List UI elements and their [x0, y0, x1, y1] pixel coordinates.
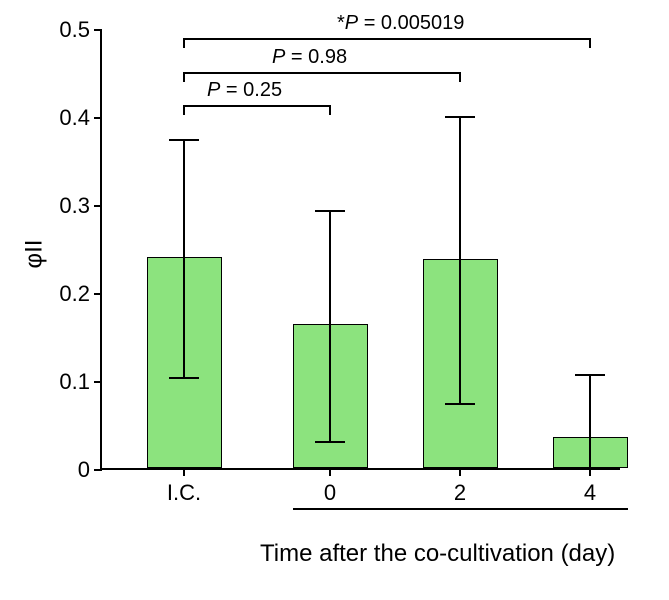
significance-line — [184, 105, 330, 107]
y-tick-label: 0.3 — [30, 193, 90, 219]
x-tick — [183, 468, 185, 476]
y-tick-label: 0.4 — [30, 105, 90, 131]
significance-label: P = 0.25 — [207, 79, 282, 102]
significance-line — [184, 72, 460, 74]
plot-area: 00.10.20.30.40.5I.C.024P = 0.25P = 0.98*… — [100, 30, 620, 470]
y-tick-label: 0.2 — [30, 281, 90, 307]
x-tick-label: 2 — [454, 480, 466, 506]
y-tick — [94, 29, 102, 31]
significance-label: P = 0.98 — [272, 46, 347, 69]
error-cap-upper — [445, 116, 475, 118]
error-cap-upper — [315, 210, 345, 212]
error-bar — [589, 375, 591, 470]
x-tick — [329, 468, 331, 476]
y-tick-label: 0.1 — [30, 369, 90, 395]
significance-drop — [183, 38, 185, 48]
error-cap-lower — [445, 403, 475, 405]
significance-drop — [459, 72, 461, 82]
y-tick — [94, 469, 102, 471]
x-tick-label: 0 — [324, 480, 336, 506]
chart-container: 00.10.20.30.40.5I.C.024P = 0.25P = 0.98*… — [100, 30, 640, 510]
y-tick — [94, 117, 102, 119]
y-tick-label: 0 — [30, 457, 90, 483]
x-tick-label: 4 — [584, 480, 596, 506]
significance-line — [184, 38, 590, 40]
y-axis-title: φII — [20, 240, 48, 269]
x-axis-title: Time after the co-cultivation (day) — [260, 540, 615, 568]
x-tick — [459, 468, 461, 476]
y-tick-label: 0.5 — [30, 17, 90, 43]
x-tick-label: I.C. — [167, 480, 201, 506]
y-tick — [94, 205, 102, 207]
x-group-line — [293, 508, 628, 510]
error-cap-lower — [169, 377, 199, 379]
significance-drop — [329, 105, 331, 115]
significance-drop — [183, 72, 185, 82]
error-cap-lower — [315, 441, 345, 443]
y-tick — [94, 381, 102, 383]
significance-label: *P = 0.005019 — [337, 12, 464, 35]
error-bar — [329, 211, 331, 442]
error-bar — [459, 117, 461, 404]
y-tick — [94, 293, 102, 295]
error-cap-upper — [169, 139, 199, 141]
error-cap-upper — [575, 374, 605, 376]
significance-drop — [183, 105, 185, 115]
error-bar — [183, 140, 185, 378]
significance-drop — [589, 38, 591, 48]
